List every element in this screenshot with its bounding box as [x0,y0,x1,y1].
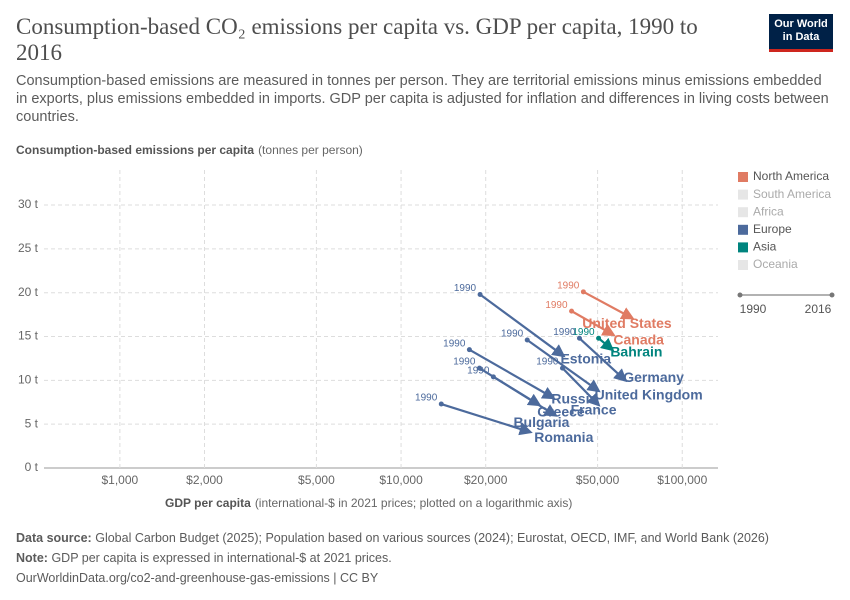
footer: Data source: Global Carbon Budget (2025)… [16,528,769,588]
timeline-handle [737,292,743,298]
trajectory [526,339,601,393]
start-point [438,401,444,407]
note-label: Note: [16,551,48,565]
x-tick-label: $100,000 [657,473,707,487]
logo-line: in Data [782,31,820,43]
series-label: Bulgaria [513,414,569,430]
start-year-label: 1990 [557,280,580,291]
legend-label: Europe [753,222,792,236]
y-tick-label: 20 t [18,285,39,299]
series-label: France [571,402,617,418]
series-label: Estonia [560,351,611,367]
y-tick-label: 10 t [18,373,39,387]
timeline-label: 1990 [740,302,767,316]
series-label: Russia [551,391,597,407]
legend-label: Asia [753,240,777,254]
x-tick-label: $2,000 [186,473,223,487]
start-point [580,289,586,295]
start-year-label: 1990 [454,283,477,294]
x-axis-title-main: GDP per capita [165,496,251,510]
start-year-label: 1990 [467,365,490,376]
start-point [576,335,582,341]
series-label: Canada [613,331,664,347]
series-label: Romania [534,429,593,445]
start-year-label: 1990 [536,357,559,368]
trajectory [582,290,635,320]
trajectory [479,293,566,358]
legend-swatch [738,224,748,235]
series-label: Bahrain [610,343,662,359]
legend-label: Oceania [753,257,798,271]
y-tick-label: 0 t [25,460,39,474]
legend-swatch [738,172,748,182]
timeline-handle [829,292,835,298]
legend-label: South America [753,187,831,201]
y-tick-label: 25 t [18,241,39,255]
trajectory [440,402,533,436]
note: Note: GDP per capita is expressed in int… [16,548,769,568]
y-axis-title-unit: (tonnes per person) [258,143,363,157]
trajectory [468,348,556,400]
start-year-label: 1990 [415,393,438,404]
x-tick-label: $20,000 [464,473,508,487]
start-point [596,335,602,341]
start-point [477,291,483,297]
x-tick-label: $5,000 [298,473,335,487]
start-point [524,337,530,343]
x-axis-title-unit: (international-$ in 2021 prices; plotted… [255,496,573,510]
legend-label: North America [753,169,829,183]
start-year-label: 1990 [553,327,576,338]
y-tick-label: 5 t [25,416,39,430]
legend-swatch [738,242,748,253]
source-text: Global Carbon Budget (2025); Population … [95,531,769,545]
y-axis-title-main: Consumption-based emissions per capita [16,143,254,157]
trajectory [578,337,628,383]
x-tick-label: $1,000 [102,473,139,487]
start-year-label: 1990 [572,327,595,338]
y-axis-title: Consumption-based emissions per capita (t… [16,143,363,157]
start-point [569,308,575,314]
y-tick-label: 15 t [18,329,39,343]
trajectory [571,310,616,337]
start-year-label: 1990 [545,300,568,311]
timeline-label: 2016 [805,302,832,316]
trajectory [478,367,558,417]
x-tick-label: $50,000 [576,473,620,487]
series-label: United Kingdom [595,387,703,403]
series-label: United States [582,315,672,331]
x-axis-title: GDP per capita (international-$ in 2021 p… [165,496,572,510]
start-year-label: 1990 [501,329,524,340]
start-point [476,365,482,371]
start-point [559,365,565,371]
note-text: GDP per capita is expressed in internati… [51,551,392,565]
series-label: Germany [623,369,684,385]
trajectory [561,367,601,407]
start-point [466,347,472,353]
logo-line: Our World [774,18,828,30]
source: Data source: Global Carbon Budget (2025)… [16,528,769,548]
logo[interactable]: Our World in Data [769,14,833,52]
legend-swatch [738,189,748,200]
chart-subtitle: Consumption-based emissions are measured… [16,73,829,125]
x-tick-label: $10,000 [379,473,423,487]
trajectory [597,337,615,352]
start-year-label: 1990 [443,338,466,349]
chart-title: Consumption-based CO₂ emissions per capi… [16,14,698,65]
y-tick-label: 30 t [18,197,39,211]
legend-label: Africa [753,204,784,218]
legend-swatch [738,207,748,218]
url: OurWorldinData.org/co2-and-greenhouse-ga… [16,571,379,585]
start-year-label: 1990 [453,357,476,368]
source-label: Data source: [16,531,92,545]
legend-swatch [738,260,748,270]
